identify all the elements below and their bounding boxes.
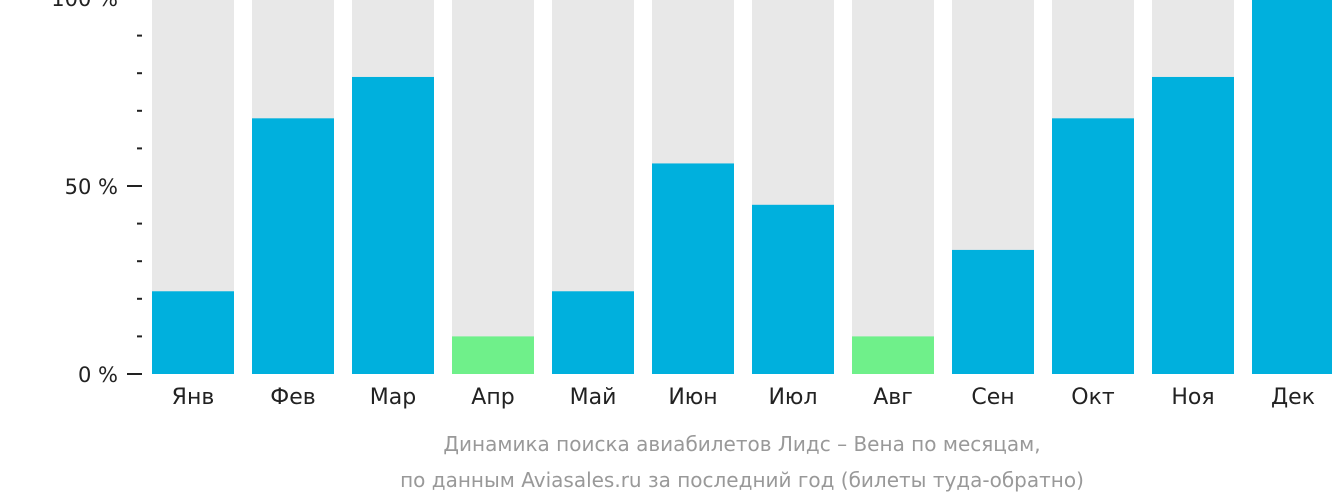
bar-8 xyxy=(852,336,934,374)
x-tick-label: Мар xyxy=(370,385,416,410)
x-tick-label: Апр xyxy=(471,385,514,410)
bar-12 xyxy=(1252,0,1332,374)
chart-caption-line-1: Динамика поиска авиабилетов Лидс – Вена … xyxy=(443,432,1040,456)
bar-background-8 xyxy=(852,0,934,374)
x-tick-label: Сен xyxy=(971,385,1014,410)
y-axis: 100 % 50 % 0 % xyxy=(51,0,142,387)
bar-7 xyxy=(752,204,834,374)
bar-11 xyxy=(1152,76,1234,375)
x-tick-label: Июн xyxy=(668,385,717,410)
x-tick-label: Ноя xyxy=(1171,385,1214,410)
bar-10 xyxy=(1052,118,1134,374)
bars-group xyxy=(152,0,1332,375)
x-tick-label: Фев xyxy=(270,385,315,410)
bar-2 xyxy=(252,118,334,374)
bar-9 xyxy=(952,249,1034,374)
x-tick-label: Авг xyxy=(873,385,913,410)
y-tick-label: 0 % xyxy=(78,363,118,387)
y-tick-label: 100 % xyxy=(51,0,118,11)
bar-5 xyxy=(552,291,634,374)
bar-1 xyxy=(152,291,234,374)
bar-6 xyxy=(652,163,734,374)
x-tick-label: Янв xyxy=(172,385,215,410)
y-tick-label: 50 % xyxy=(65,175,118,199)
x-tick-label: Июл xyxy=(768,385,817,410)
x-tick-label: Окт xyxy=(1071,385,1115,410)
chart-caption-line-2: по данным Aviasales.ru за последний год … xyxy=(400,468,1084,492)
x-tick-label: Дек xyxy=(1271,385,1315,410)
bar-background-4 xyxy=(452,0,534,374)
x-axis: Янв Фев Мар Апр Май Июн Июл Авг Сен Окт Ноя Дек xyxy=(172,385,1315,410)
x-tick-label: Май xyxy=(570,385,617,410)
bar-4 xyxy=(452,336,534,374)
bar-3 xyxy=(352,76,434,375)
